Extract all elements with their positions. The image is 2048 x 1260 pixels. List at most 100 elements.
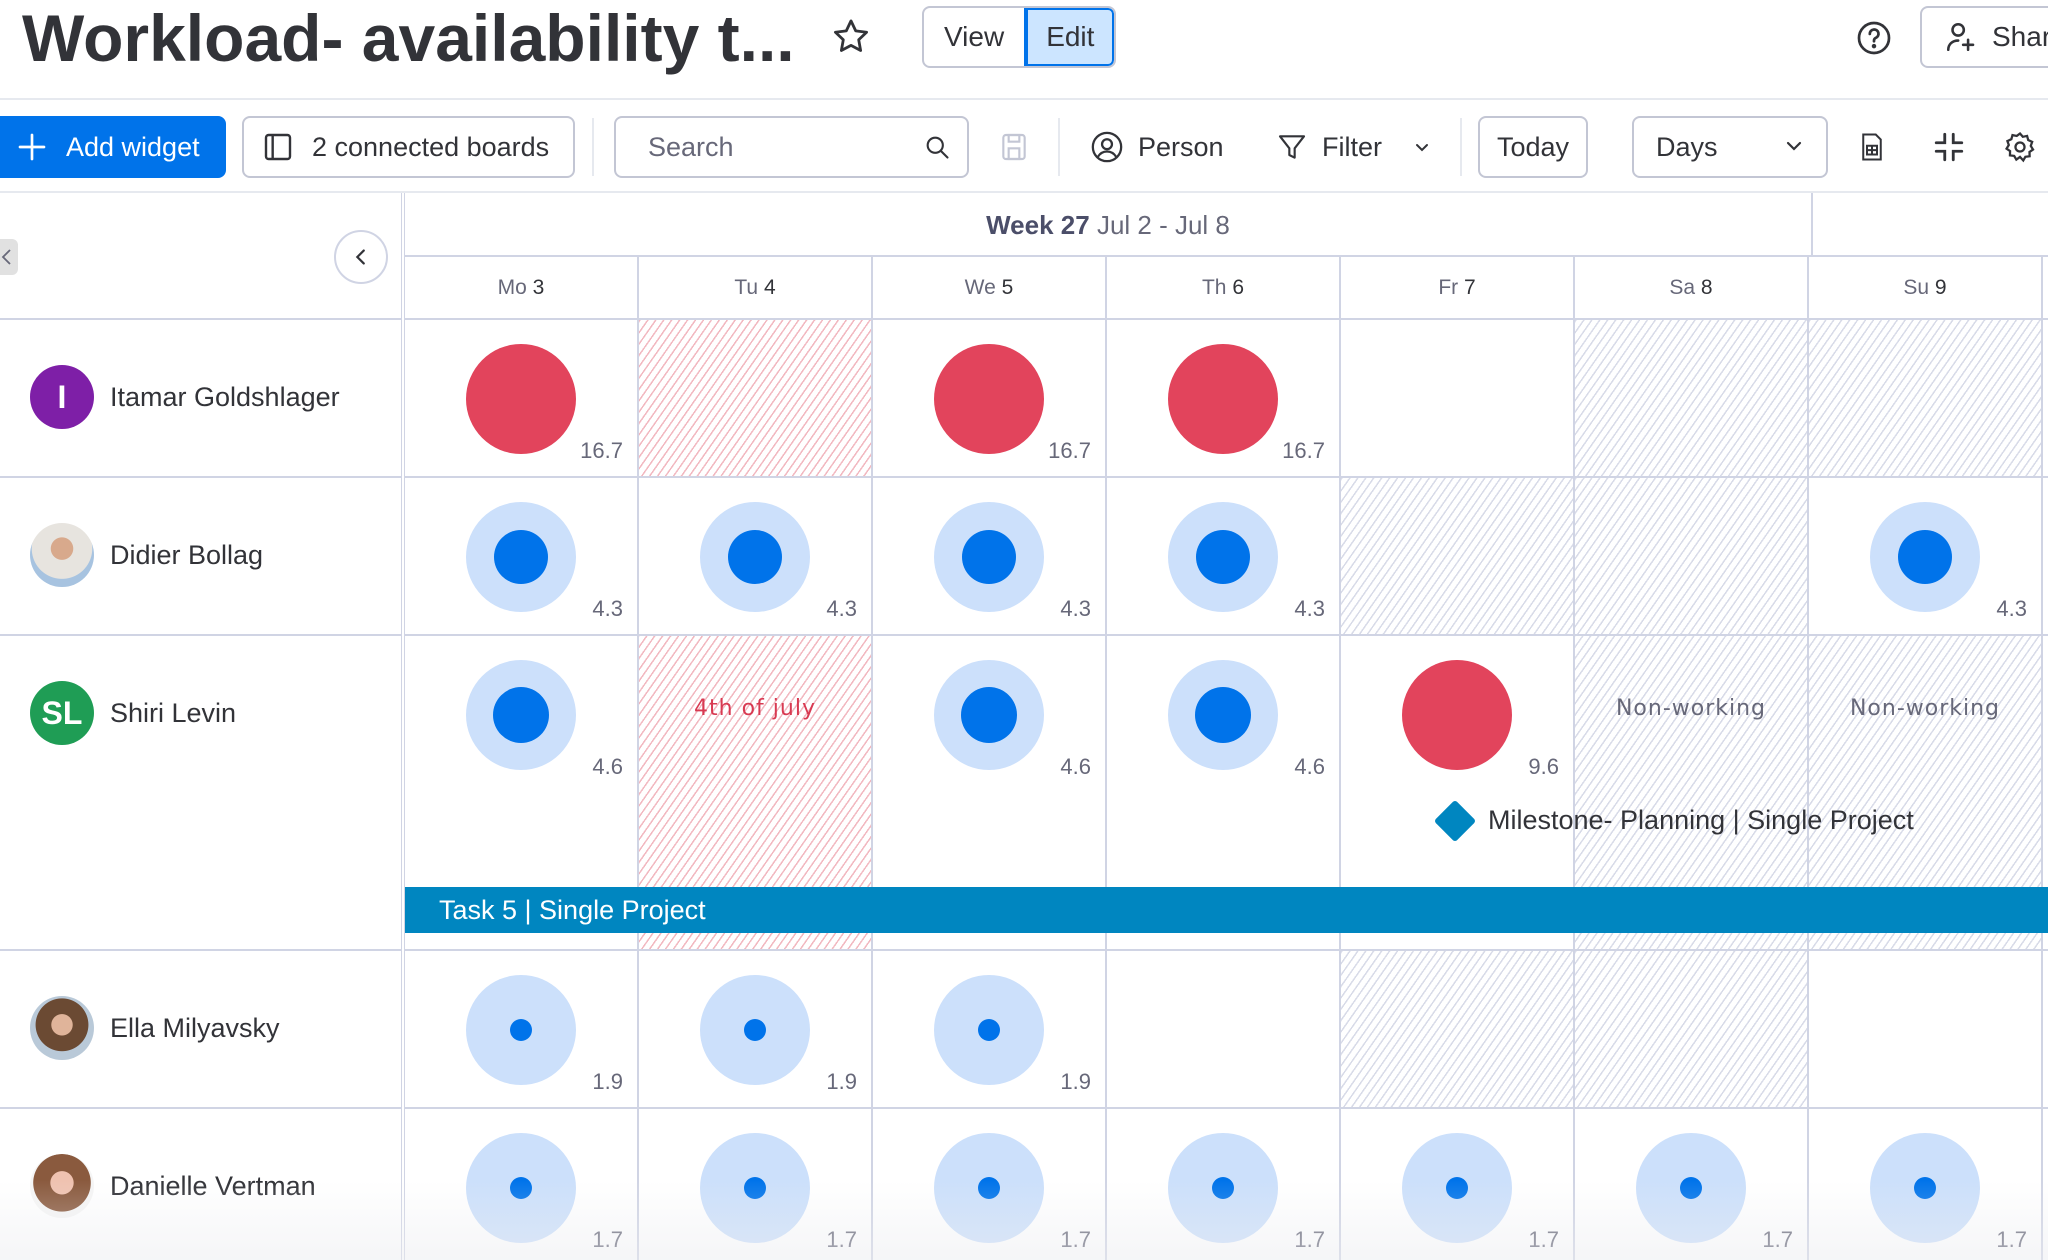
person-row[interactable]: I Itamar Goldshlager [0,320,401,478]
capacity-bubble[interactable] [700,975,810,1085]
hours-value: 4.3 [1996,596,2027,621]
collapse-sidebar-button[interactable] [334,230,388,284]
timescale-select[interactable]: Days [1632,116,1828,178]
workload-cell[interactable]: 4.6 [405,636,639,949]
view-edit-toggle: View Edit [922,6,1117,68]
workload-cell[interactable]: 1.9 [405,951,639,1107]
workload-cell[interactable]: 4.3 [1107,478,1341,634]
capacity-bubble[interactable] [1402,1133,1512,1243]
help-icon[interactable] [1856,20,1892,56]
workload-cell[interactable]: 1.7 [1809,1109,2043,1260]
page-title[interactable]: Workload- availability t... [22,1,795,75]
workload-cell[interactable]: 9.6 [1341,636,1575,949]
workload-cell[interactable]: 1.7 [405,1109,639,1260]
workload-cell[interactable]: 4.3 [639,478,873,634]
workload-cell[interactable]: 1.7 [1341,1109,1575,1260]
hours-value: 16.7 [1282,438,1325,463]
workload-cell[interactable]: 1.7 [873,1109,1107,1260]
capacity-bubble[interactable] [466,1133,576,1243]
add-widget-button[interactable]: Add widget [0,116,226,178]
view-button[interactable]: View [944,21,1005,52]
hours-value: 4.6 [592,754,623,779]
workload-cell[interactable] [1809,951,2043,1107]
plus-icon [18,133,46,161]
workload-cell[interactable]: 1.7 [1107,1109,1341,1260]
load-dot [510,1177,532,1199]
toolbar: Add widget 2 connected boards Search Per… [0,100,2048,193]
chevron-down-icon[interactable] [1410,135,1434,159]
workload-row: 16.7 16.7 16.7 [405,320,2048,478]
person-name: Danielle Vertman [110,1170,316,1201]
week-label: Week 27 Jul 2 - Jul 8 [405,193,1813,257]
avatar [30,523,94,587]
avatar [30,1154,94,1218]
capacity-bubble[interactable] [700,1133,810,1243]
capacity-bubble[interactable] [1168,1133,1278,1243]
nonworking-label: Non-working [1849,696,2001,721]
milestone-item[interactable]: Milestone- Planning | Single Project [1433,799,1914,842]
hours-value: 1.7 [1996,1227,2027,1252]
workload-cell[interactable]: 1.9 [873,951,1107,1107]
export-button[interactable] [1852,116,1892,178]
save-view-button[interactable] [998,116,1032,178]
capacity-bubble[interactable] [466,502,576,612]
filter-button[interactable]: Filter [1276,116,1434,178]
capacity-bubble[interactable] [1870,502,1980,612]
overload-bubble[interactable] [1402,660,1512,770]
person-row[interactable]: Ella Milyavsky [0,951,401,1109]
overload-bubble[interactable] [934,344,1044,454]
expand-nav-button[interactable] [0,239,18,275]
fullscreen-button[interactable] [1929,116,1969,178]
person-row[interactable]: SL Shiri Levin [0,636,401,951]
overload-bubble[interactable] [1168,344,1278,454]
load-dot [493,687,549,743]
today-button[interactable]: Today [1478,116,1588,178]
person-filter-button[interactable]: Person [1090,116,1224,178]
workload-cell[interactable]: 1.7 [639,1109,873,1260]
hours-value: 1.7 [826,1227,857,1252]
capacity-bubble[interactable] [1168,502,1278,612]
capacity-bubble[interactable] [1870,1133,1980,1243]
week-range: Jul 2 - Jul 8 [1096,210,1230,240]
capacity-bubble[interactable] [934,975,1044,1085]
week-header: Week 27 Jul 2 - Jul 8 [405,193,2048,257]
person-row[interactable]: Didier Bollag [0,478,401,636]
workload-cell[interactable] [1107,951,1341,1107]
person-row[interactable]: Danielle Vertman [0,1109,401,1260]
star-icon[interactable] [830,16,872,58]
chevron-left-icon [1,249,11,265]
workload-cell[interactable] [1341,320,1575,476]
task-bar[interactable]: Task 5 | Single Project [405,887,2048,933]
person-name: Didier Bollag [110,539,264,570]
load-dot [494,530,548,584]
workload-cell[interactable]: 4.3 [405,478,639,634]
workload-cell[interactable]: 16.7 [405,320,639,476]
capacity-bubble[interactable] [934,660,1044,770]
capacity-bubble[interactable] [1636,1133,1746,1243]
workload-cell[interactable]: 4.3 [1809,478,2043,634]
connected-boards-button[interactable]: 2 connected boards [242,116,575,178]
capacity-bubble[interactable] [1168,660,1278,770]
search-input[interactable]: Search [614,116,969,178]
capacity-bubble[interactable] [700,502,810,612]
capacity-bubble[interactable] [466,660,576,770]
capacity-bubble[interactable] [934,502,1044,612]
nonworking-cell [1809,320,2043,476]
workload-cell[interactable]: 4.3 [873,478,1107,634]
capacity-bubble[interactable] [934,1133,1044,1243]
share-button[interactable]: Shar [1920,6,2048,68]
day-column-header: Th 6 [1107,257,1341,318]
workload-row: 4.3 4.3 4.3 4.3 4.3 [405,478,2048,636]
capacity-bubble[interactable] [466,975,576,1085]
settings-button[interactable] [2000,116,2040,178]
overload-bubble[interactable] [466,344,576,454]
avatar: I [30,365,94,429]
workload-cell[interactable]: 1.7 [1575,1109,1809,1260]
edit-button[interactable]: Edit [1024,8,1115,66]
workload-cell[interactable]: 16.7 [873,320,1107,476]
workload-cell[interactable]: 1.9 [639,951,873,1107]
workload-cell[interactable]: 16.7 [1107,320,1341,476]
holiday-cell [639,320,873,476]
workload-cell[interactable]: 4.6 [1107,636,1341,949]
workload-cell[interactable]: 4.6 [873,636,1107,949]
